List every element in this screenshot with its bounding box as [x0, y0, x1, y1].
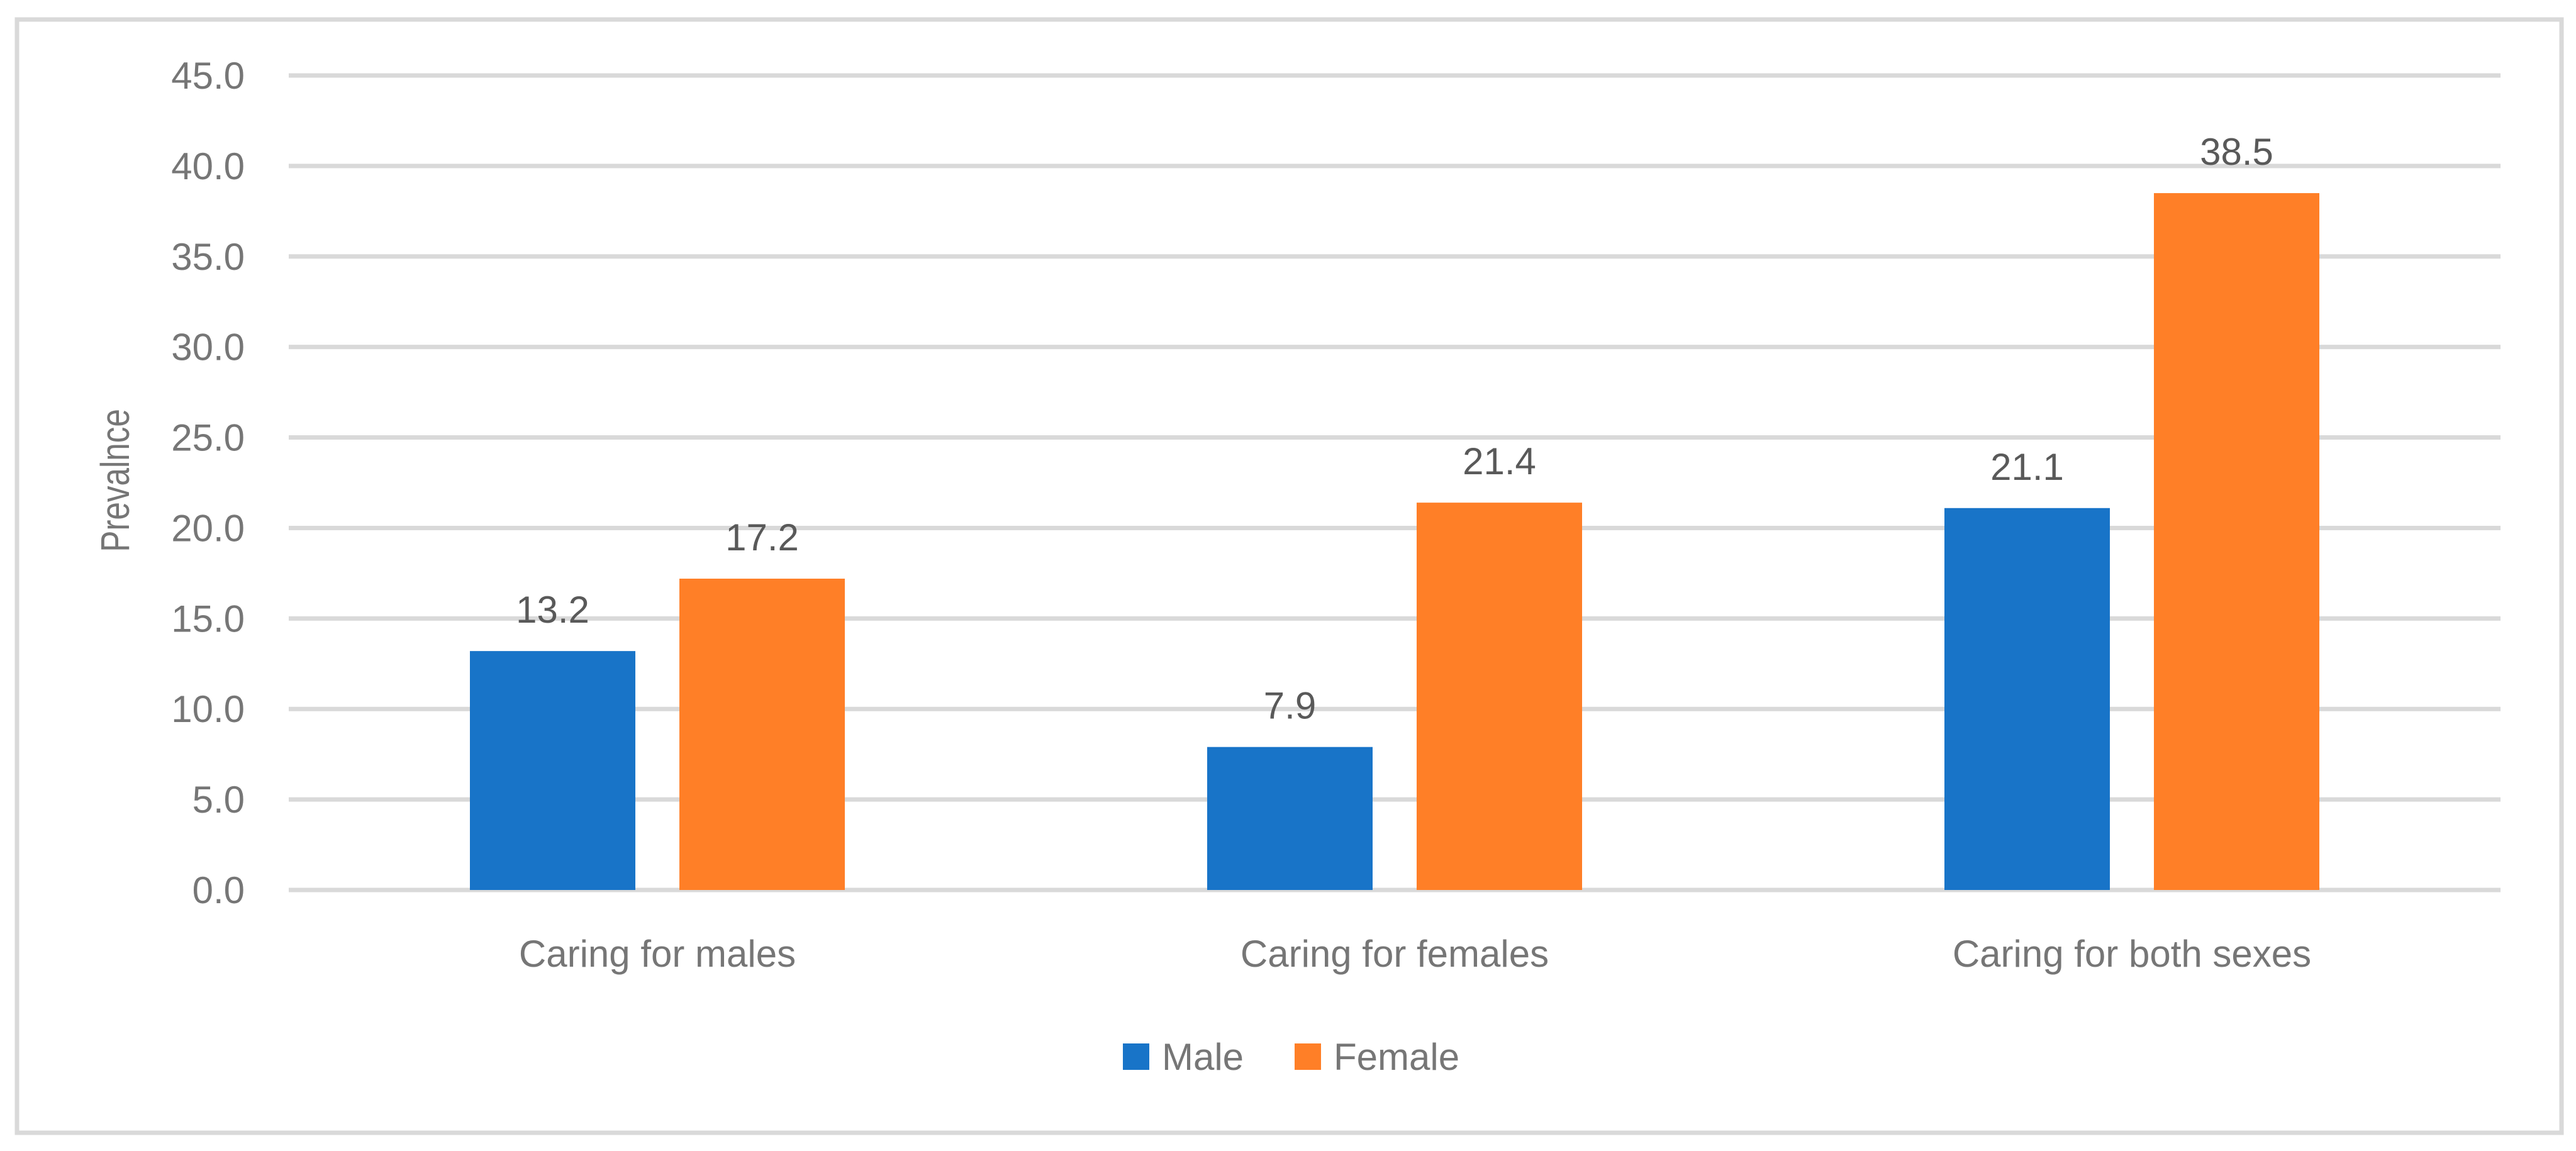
- legend: Male Female: [1123, 1036, 1459, 1078]
- chart-border: [14, 17, 2564, 1135]
- y-tick-label: 40.0: [171, 145, 245, 187]
- legend-label: Female: [1334, 1036, 1459, 1078]
- y-tick-label: 5.0: [192, 779, 245, 821]
- legend-label: Male: [1162, 1036, 1244, 1078]
- data-label: 38.5: [2200, 131, 2273, 173]
- y-axis-title: Prevalnce: [94, 409, 138, 552]
- data-label: 17.2: [725, 516, 799, 559]
- y-tick-label: 10.0: [171, 688, 245, 730]
- bar-female: [1417, 503, 1582, 890]
- x-category-label: Caring for females: [1241, 933, 1549, 975]
- y-tick-label: 0.0: [192, 869, 245, 911]
- bar-male: [1207, 747, 1373, 890]
- y-tick-label: 15.0: [171, 598, 245, 640]
- data-label: 21.4: [1463, 440, 1536, 482]
- bar-male: [470, 651, 635, 890]
- x-category-label: Caring for males: [519, 933, 796, 975]
- y-tick-label: 20.0: [171, 507, 245, 549]
- data-label: 13.2: [516, 589, 589, 631]
- y-tick-label: 30.0: [171, 326, 245, 369]
- legend-swatch-male: [1123, 1043, 1149, 1070]
- bar-female: [679, 579, 845, 890]
- y-tick-label: 25.0: [171, 417, 245, 459]
- data-label: 21.1: [1990, 446, 2064, 488]
- y-tick-label: 45.0: [171, 55, 245, 97]
- bar-male: [1944, 508, 2110, 890]
- bar-female: [2154, 193, 2319, 890]
- x-category-label: Caring for both sexes: [1953, 933, 2311, 975]
- y-tick-label: 35.0: [171, 236, 245, 278]
- legend-swatch-female: [1295, 1043, 1321, 1070]
- data-label: 7.9: [1264, 685, 1316, 727]
